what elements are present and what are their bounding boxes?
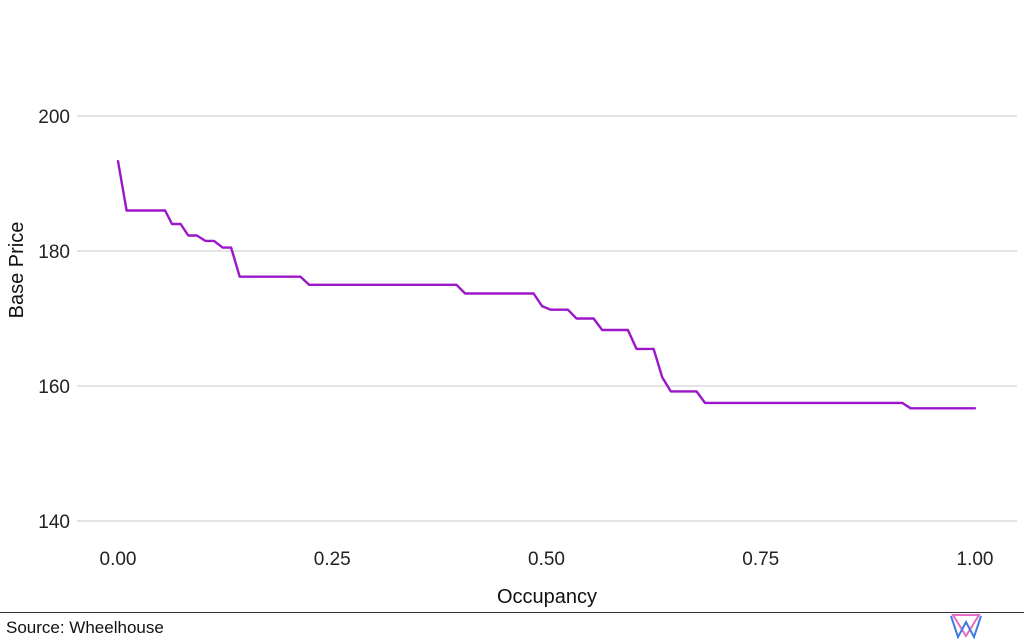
source-caption: Source: Wheelhouse (6, 618, 164, 637)
y-tick-label: 160 (38, 377, 70, 398)
x-tick-label: 1.00 (957, 549, 994, 570)
y-tick-label: 200 (38, 107, 70, 128)
x-axis-title: Occupancy (497, 586, 597, 608)
line-chart: 140 160 180 200 0.00 0.25 0.50 0.75 1.00 Occupa… (6, 107, 1017, 608)
x-tick-labels: 0.00 0.25 0.50 0.75 1.00 (100, 549, 994, 570)
x-tick-label: 0.25 (314, 549, 351, 570)
x-tick-label: 0.75 (742, 549, 779, 570)
x-tick-label: 0.00 (100, 549, 137, 570)
y-axis-title: Base Price (6, 222, 28, 319)
y-tick-label: 180 (38, 242, 70, 263)
series-line-0 (116, 160, 977, 410)
gridlines (77, 115, 1017, 522)
x-tick-label: 0.50 (528, 549, 565, 570)
y-tick-labels: 140 160 180 200 (38, 107, 70, 533)
series-layer (116, 160, 977, 410)
y-tick-label: 140 (38, 512, 70, 533)
footer-divider (0, 612, 1024, 613)
wheelhouse-logo-icon (950, 614, 982, 640)
